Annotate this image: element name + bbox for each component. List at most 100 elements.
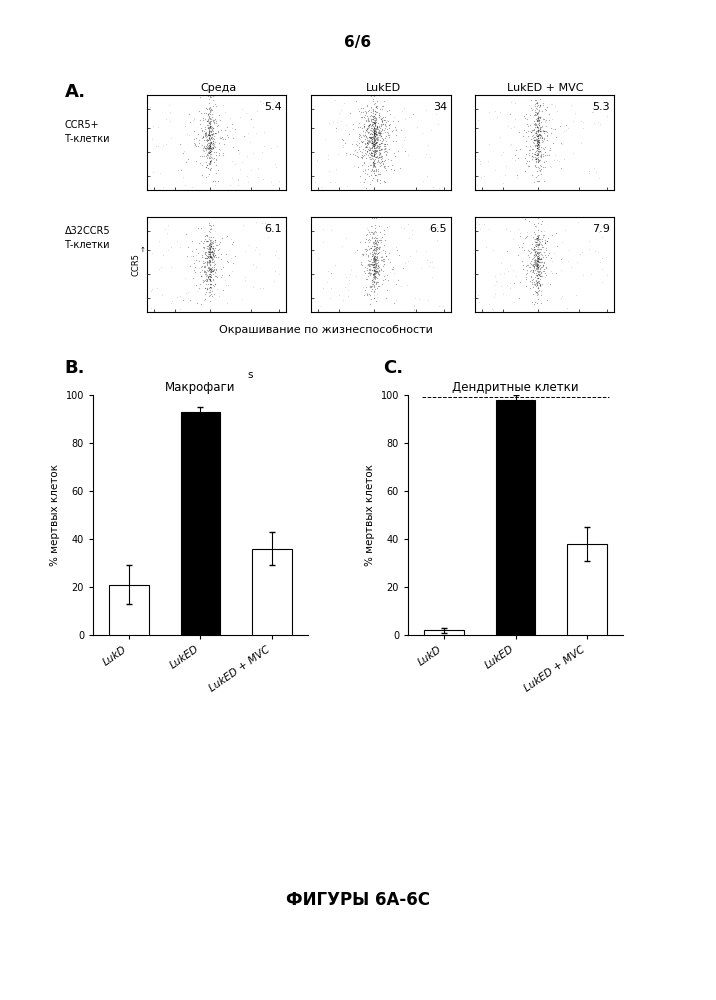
Point	[360, 279, 372, 295]
Point	[357, 109, 368, 125]
Point	[375, 111, 387, 127]
Point	[521, 257, 533, 273]
Point	[374, 116, 386, 132]
Point	[219, 131, 231, 147]
Point	[341, 178, 352, 194]
Point	[196, 122, 208, 138]
Point	[369, 256, 381, 272]
Point	[369, 123, 380, 139]
Point	[377, 242, 389, 258]
Point	[324, 290, 336, 306]
Point	[371, 124, 382, 140]
Point	[534, 278, 546, 294]
Point	[370, 99, 382, 115]
Point	[367, 251, 379, 267]
Point	[541, 124, 552, 140]
Point	[371, 259, 382, 275]
Point	[359, 142, 371, 158]
Point	[364, 296, 376, 312]
Point	[528, 216, 540, 232]
Point	[533, 103, 545, 119]
Point	[534, 277, 546, 293]
Point	[533, 112, 545, 128]
Point	[363, 134, 374, 150]
Point	[400, 111, 411, 127]
Point	[344, 266, 356, 282]
Point	[369, 110, 380, 126]
Point	[366, 238, 377, 254]
Point	[367, 148, 379, 164]
Point	[538, 111, 549, 127]
Point	[433, 298, 445, 314]
Point	[575, 113, 586, 129]
Point	[199, 224, 211, 240]
Point	[203, 149, 215, 165]
Point	[372, 278, 383, 294]
Point	[532, 230, 543, 246]
Point	[356, 129, 367, 145]
Point	[490, 103, 501, 119]
Point	[361, 271, 372, 287]
Point	[543, 106, 555, 122]
Point	[204, 268, 216, 284]
Point	[531, 267, 543, 283]
Point	[374, 166, 386, 182]
Point	[197, 128, 208, 144]
Point	[375, 135, 387, 151]
Point	[367, 138, 379, 154]
Point	[269, 263, 281, 279]
Point	[241, 148, 253, 164]
Point	[203, 123, 215, 139]
Point	[208, 113, 219, 129]
Point	[531, 151, 542, 167]
Point	[362, 118, 374, 134]
Point	[208, 112, 220, 128]
Point	[535, 127, 546, 143]
Point	[535, 295, 546, 311]
Point	[532, 232, 543, 248]
Point	[203, 124, 215, 140]
Point	[362, 260, 373, 276]
Point	[361, 97, 372, 113]
Point	[361, 144, 372, 160]
Point	[529, 231, 541, 247]
Point	[374, 126, 386, 142]
Point	[376, 230, 387, 246]
Point	[551, 152, 563, 168]
Point	[532, 215, 543, 231]
Point	[369, 263, 380, 279]
Point	[236, 291, 247, 307]
Point	[272, 250, 284, 266]
Point	[529, 294, 541, 310]
Point	[372, 119, 383, 135]
Point	[215, 122, 226, 138]
Point	[205, 162, 216, 178]
Point	[205, 99, 216, 115]
Point	[392, 272, 403, 288]
Point	[528, 135, 540, 151]
Point	[371, 264, 382, 280]
Point	[538, 141, 550, 157]
Point	[309, 174, 320, 190]
Point	[526, 241, 537, 257]
Point	[370, 257, 382, 273]
Point	[199, 258, 211, 274]
Point	[233, 172, 244, 188]
Point	[364, 257, 375, 273]
Point	[203, 244, 215, 260]
Point	[369, 138, 380, 154]
Point	[178, 292, 189, 308]
Point	[369, 167, 381, 183]
Point	[202, 233, 213, 249]
Point	[204, 248, 216, 264]
Point	[530, 104, 541, 120]
Point	[184, 114, 195, 130]
Point	[380, 140, 392, 156]
Point	[399, 132, 410, 148]
Point	[204, 106, 216, 122]
Point	[368, 134, 379, 150]
Point	[372, 132, 384, 148]
Point	[378, 159, 390, 175]
Point	[158, 137, 169, 153]
Point	[229, 156, 241, 172]
